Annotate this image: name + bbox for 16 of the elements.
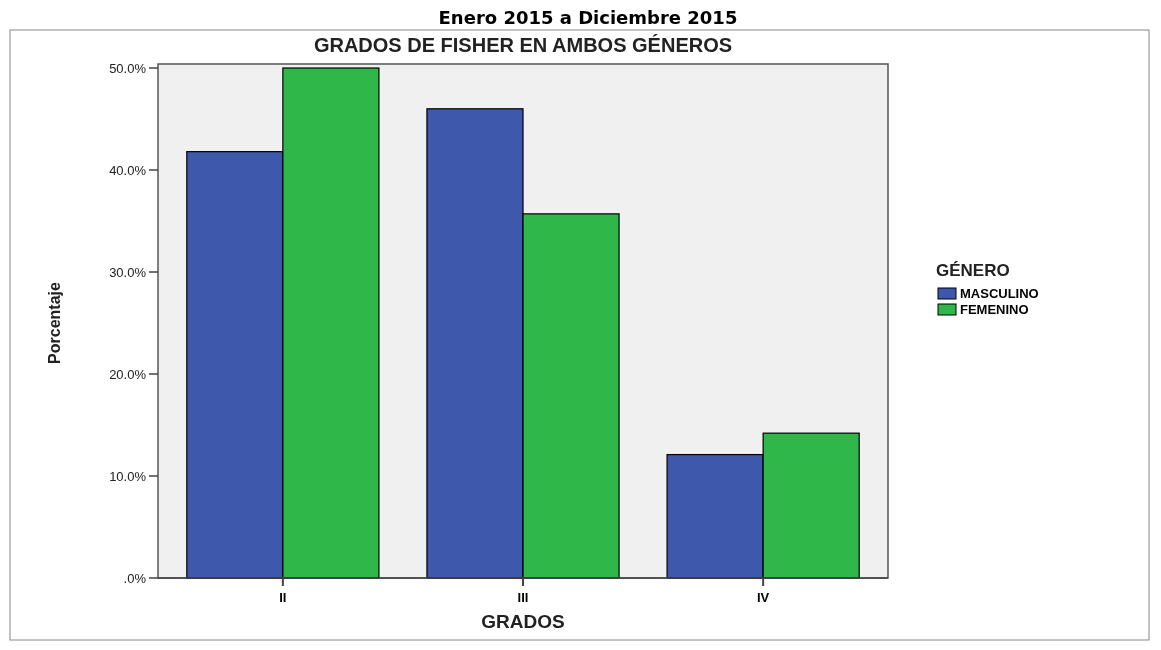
y-tick-label: 20.0%	[109, 366, 147, 382]
x-axis-title: GRADOS	[481, 611, 565, 632]
x-tick-label: III	[517, 590, 529, 605]
legend-label: MASCULINO	[960, 286, 1039, 301]
chart-title: GRADOS DE FISHER EN AMBOS GÉNEROS	[313, 34, 733, 56]
y-tick-label: 30.0%	[109, 264, 147, 280]
y-tick-label: 40.0%	[109, 162, 147, 178]
legend-title: GÉNERO	[936, 261, 1010, 280]
y-tick-label: 10.0%	[109, 468, 147, 484]
legend-label: FEMENINO	[960, 302, 1029, 317]
x-tick-label: IV	[756, 590, 770, 605]
y-tick-label: .0%	[123, 570, 147, 586]
x-tick-label: II	[279, 590, 287, 605]
y-axis-title: Porcentaje	[46, 281, 63, 364]
chart-subtitle: Enero 2015 a Diciembre 2015	[438, 7, 738, 28]
y-tick-label: 50.0%	[109, 60, 147, 76]
